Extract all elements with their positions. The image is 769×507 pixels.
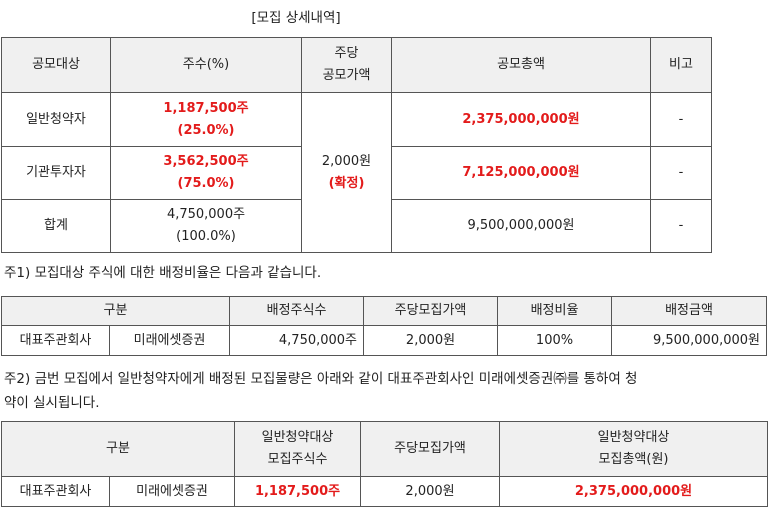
- table-header-row: 구분 배정주식수 주당모집가액 배정비율 배정금액: [0, 296, 768, 326]
- table-row: 합계 4,750,000주 (100.0%) 9,500,000,000원 -: [1, 199, 712, 253]
- row-alloc-shares: 4,750,000주: [229, 325, 365, 356]
- header-price-line2: 공모가액: [322, 68, 371, 83]
- row-role: 대표주관회사: [1, 476, 110, 507]
- header-shares: 일반청약대상 모집주식수: [234, 421, 362, 477]
- price-value: 2,000원: [321, 153, 372, 169]
- table-row: 대표주관회사 미래에셋증권 4,750,000주 2,000원 100% 9,5…: [1, 325, 768, 356]
- header-total: 공모총액: [391, 37, 651, 93]
- shares-percent: (75.0%): [177, 176, 235, 191]
- note-1: 주1) 모집대상 주식에 대한 배정비율은 다음과 같습니다.: [4, 265, 322, 281]
- shares-value: 4,750,000주: [166, 207, 246, 222]
- section-title: [모집 상세내역]: [251, 10, 341, 26]
- table-header-row: 구분 일반청약대상 모집주식수 주당모집가액 일반청약대상 모집총액(원): [0, 421, 769, 477]
- header-total-line2: 모집총액(원): [598, 452, 669, 467]
- header-shares-line2: 모집주식수: [267, 452, 328, 467]
- shares-percent: (25.0%): [177, 122, 235, 138]
- row-note: -: [650, 146, 712, 200]
- header-shares-line1: 일반청약대상: [261, 430, 334, 445]
- price-cell: 2,000원 (확정): [301, 92, 392, 253]
- header-note: 비고: [650, 37, 712, 93]
- row-company: 미래에셋증권: [108, 325, 231, 356]
- row-total: 9,500,000,000원: [391, 199, 651, 253]
- table-header-row: 공모대상 주수(%) 주당 공모가액 공모총액 비고: [1, 37, 712, 93]
- general-subscription-table: 구분 일반청약대상 모집주식수 주당모집가액 일반청약대상 모집총액(원) 대표…: [0, 421, 769, 507]
- row-note: -: [650, 92, 712, 147]
- note-2: 주2) 금번 모집에서 일반청약자에게 배정된 모집물량은 아래와 같이 대표주…: [4, 367, 637, 415]
- header-total: 일반청약대상 모집총액(원): [499, 421, 769, 477]
- row-ratio: 100%: [497, 325, 613, 356]
- shares-percent: (100.0%): [176, 229, 236, 244]
- row-total: 2,375,000,000원: [499, 476, 769, 507]
- header-price-line1: 주당: [334, 46, 359, 61]
- note-2-line1: 주2) 금번 모집에서 일반청약자에게 배정된 모집물량은 아래와 같이 대표주…: [4, 371, 638, 387]
- header-price: 주당모집가액: [363, 296, 499, 326]
- row-target: 기관투자자: [1, 146, 111, 200]
- header-category: 구분: [0, 296, 231, 326]
- header-ratio: 배정비율: [497, 296, 613, 326]
- shares-value: 1,187,500주: [163, 100, 249, 116]
- header-shares: 주수(%): [110, 37, 302, 93]
- row-price: 2,000원: [360, 476, 501, 507]
- row-shares: 4,750,000주 (100.0%): [110, 199, 302, 253]
- row-shares: 1,187,500주: [234, 476, 362, 507]
- price-status: (확정): [328, 175, 365, 191]
- row-total: 7,125,000,000원: [391, 146, 651, 200]
- row-target: 일반청약자: [1, 92, 111, 147]
- header-price: 주당 공모가액: [301, 37, 392, 93]
- row-price: 2,000원: [363, 325, 499, 356]
- row-shares: 3,562,500주 (75.0%): [110, 146, 302, 200]
- note-2-line2: 약이 실시됩니다.: [4, 395, 100, 411]
- header-price: 주당모집가액: [360, 421, 501, 477]
- header-category: 구분: [0, 421, 236, 477]
- header-total-line1: 일반청약대상: [597, 430, 670, 445]
- table-row: 대표주관회사 미래에셋증권 1,187,500주 2,000원 2,375,00…: [1, 476, 769, 507]
- row-shares: 1,187,500주 (25.0%): [110, 92, 302, 147]
- row-company: 미래에셋증권: [108, 476, 236, 507]
- row-note: -: [650, 199, 712, 253]
- header-alloc-shares: 배정주식수: [229, 296, 365, 326]
- offering-detail-table: 공모대상 주수(%) 주당 공모가액 공모총액 비고 일반청약자 1,187,5…: [1, 37, 712, 253]
- header-amount: 배정금액: [611, 296, 768, 326]
- row-role: 대표주관회사: [1, 325, 110, 356]
- table-row: 기관투자자 3,562,500주 (75.0%) 7,125,000,000원 …: [1, 146, 712, 200]
- shares-value: 3,562,500주: [163, 154, 249, 169]
- row-total: 2,375,000,000원: [391, 92, 651, 147]
- row-target: 합계: [1, 199, 111, 253]
- table-row: 일반청약자 1,187,500주 (25.0%) 2,000원 (확정) 2,3…: [1, 92, 712, 253]
- header-target: 공모대상: [1, 37, 111, 93]
- row-amount: 9,500,000,000원: [611, 325, 768, 356]
- allocation-table: 구분 배정주식수 주당모집가액 배정비율 배정금액 대표주관회사 미래에셋증권 …: [0, 296, 768, 356]
